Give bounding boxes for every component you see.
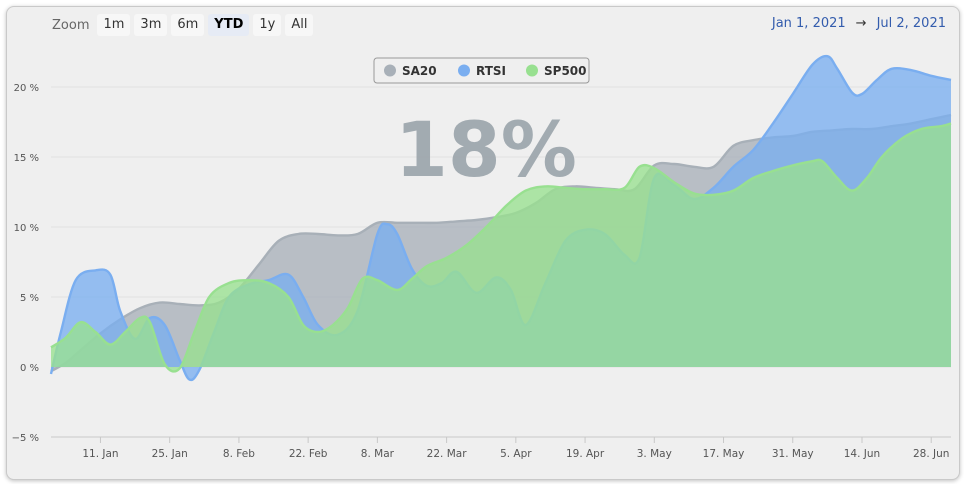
sp500-area	[51, 123, 951, 372]
legend-item-sp500[interactable]: SP500	[526, 64, 587, 78]
sp500-line	[50, 122, 952, 373]
legend-label: RTSI	[476, 64, 506, 78]
zoom-1y-button[interactable]: 1y	[253, 14, 282, 36]
date-range: Jan 1, 2021 → Jul 2, 2021	[772, 16, 946, 31]
x-tick-label: 14. Jun	[844, 448, 880, 460]
x-tick-label: 3. May	[637, 448, 672, 460]
series-areas	[49, 54, 952, 382]
x-tick-label: 22. Mar	[427, 448, 468, 460]
range-from-input[interactable]: Jan 1, 2021	[771, 16, 846, 31]
x-tick-label: 8. Mar	[361, 448, 395, 460]
range-to-input[interactable]: Jul 2, 2021	[876, 16, 946, 31]
x-tick-label: 22. Feb	[289, 448, 328, 460]
legend: SA20 RTSI SP500	[373, 57, 590, 84]
rtsi-legend-marker-icon	[458, 64, 470, 77]
sp500-legend-marker-icon	[526, 64, 538, 77]
y-tick-label: 15 %	[14, 153, 39, 164]
x-tick-label: 17. May	[703, 448, 745, 460]
x-tick-label: 11. Jan	[82, 448, 118, 460]
x-tick-label: 25. Jan	[152, 448, 188, 460]
y-tick-label: 20 %	[14, 83, 39, 94]
x-tick-label: 5. Apr	[500, 448, 532, 460]
range-arrow: →	[855, 16, 867, 31]
big-value-label: 18%	[395, 105, 577, 194]
x-tick-label: 8. Feb	[223, 448, 255, 460]
sa20-legend-marker-icon	[384, 64, 396, 77]
y-tick-label: 10 %	[14, 223, 39, 234]
legend-label: SA20	[402, 64, 437, 78]
zoom-3m-button[interactable]: 3m	[134, 14, 168, 36]
y-tick-label: −5 %	[12, 433, 39, 444]
zoom-toolbar: Zoom 1m 3m 6m YTD 1y All	[52, 14, 314, 36]
y-tick-label: 5 %	[20, 293, 39, 304]
legend-box	[373, 57, 590, 84]
zoom-ytd-button[interactable]: YTD	[208, 14, 250, 36]
x-tick-label: 31. May	[772, 448, 814, 460]
y-tick-label: 0 %	[20, 363, 39, 374]
axes: −5 % 0 % 5 % 10 % 15 % 20 % 11. Jan 25. Jan 8. F…	[12, 83, 951, 460]
zoom-6m-button[interactable]: 6m	[171, 14, 205, 36]
x-tick-label: 28. Jun	[913, 448, 949, 460]
legend-item-rtsi[interactable]: RTSI	[458, 64, 506, 78]
legend-item-sa20[interactable]: SA20	[384, 64, 437, 78]
x-tick-label: 19. Apr	[566, 448, 605, 460]
zoom-1m-button[interactable]: 1m	[97, 14, 131, 36]
zoom-all-button[interactable]: All	[285, 14, 314, 36]
legend-label: SP500	[544, 64, 587, 78]
zoom-label: Zoom	[52, 17, 90, 33]
